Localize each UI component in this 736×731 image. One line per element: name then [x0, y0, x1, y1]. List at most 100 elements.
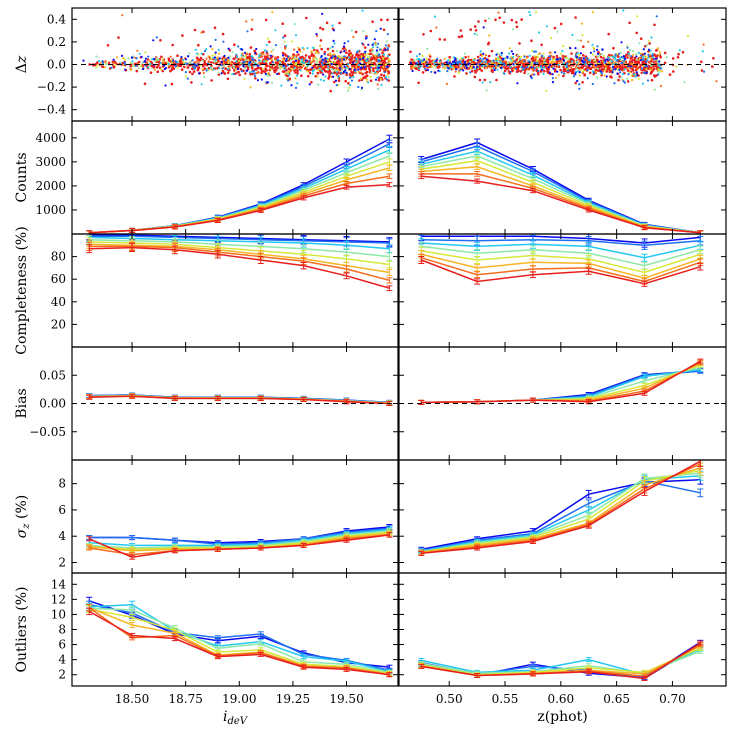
scatter-point [548, 55, 551, 58]
scatter-point [380, 73, 383, 77]
y-tick-label: −0.05 [29, 425, 66, 439]
scatter-point [622, 55, 625, 58]
scatter-point [130, 68, 133, 71]
scatter-point [423, 58, 426, 61]
scatter-point [623, 68, 626, 71]
y-tick-label: 0.05 [39, 368, 66, 382]
scatter-point [430, 70, 433, 73]
scatter-point [244, 59, 247, 62]
scatter-point [160, 68, 163, 71]
scatter-point [311, 46, 314, 49]
scatter-point [582, 45, 585, 48]
scatter-point [381, 51, 384, 55]
scatter-point [636, 66, 639, 69]
scatter-point [492, 59, 495, 62]
scatter-point [251, 55, 254, 58]
scatter-point [529, 75, 532, 78]
scatter-point [611, 55, 615, 59]
scatter-point [630, 65, 633, 68]
scatter-point [112, 65, 116, 69]
scatter-point [626, 56, 629, 59]
scatter-point [474, 29, 478, 32]
scatter-point [374, 78, 378, 81]
scatter-point [245, 69, 248, 72]
scatter-point [653, 58, 656, 61]
scatter-point [668, 73, 672, 76]
scatter-point [489, 67, 492, 70]
scatter-point [295, 61, 298, 64]
scatter-point [537, 66, 540, 70]
scatter-point [491, 70, 494, 74]
scatter-point [411, 69, 414, 73]
scatter-point [686, 35, 690, 38]
scatter-point [324, 69, 327, 73]
scatter-point [468, 62, 471, 65]
scatter-point [249, 46, 253, 49]
scatter-point [528, 61, 531, 64]
scatter-point [600, 67, 604, 71]
scatter-point [144, 57, 147, 60]
scatter-point [567, 64, 571, 68]
scatter-point [176, 54, 179, 57]
scatter-point [277, 72, 281, 75]
scatter-point [657, 63, 660, 67]
scatter-point [655, 64, 658, 68]
scatter-point [484, 19, 487, 23]
scatter-point [646, 65, 649, 68]
scatter-point [272, 48, 275, 51]
scatter-point [421, 71, 425, 74]
scatter-point [576, 56, 579, 59]
scatter-point [635, 58, 638, 61]
scatter-point [123, 58, 126, 61]
scatter-point [542, 72, 545, 75]
scatter-point [511, 52, 515, 56]
scatter-point [213, 26, 217, 30]
scatter-point [181, 60, 184, 63]
scatter-point [382, 28, 386, 32]
scatter-point [327, 77, 330, 80]
scatter-point [582, 54, 585, 57]
scatter-point [358, 79, 361, 82]
scatter-point [578, 60, 581, 63]
scatter-point [470, 69, 474, 73]
scatter-point [270, 50, 273, 53]
scatter-point [443, 38, 447, 41]
scatter-point [663, 51, 667, 55]
scatter-point [626, 46, 629, 49]
scatter-point [650, 70, 654, 74]
scatter-point [296, 50, 299, 54]
scatter-point [182, 58, 185, 61]
scatter-point [639, 37, 643, 40]
scatter-point [483, 56, 487, 60]
scatter-point [127, 57, 130, 60]
scatter-point [284, 72, 287, 75]
scatter-point [620, 76, 623, 79]
scatter-point [481, 60, 484, 63]
scatter-point [251, 18, 254, 21]
scatter-point [293, 58, 296, 61]
scatter-point [371, 20, 374, 24]
scatter-point [341, 55, 344, 58]
scatter-point [376, 76, 379, 79]
scatter-point [273, 69, 276, 72]
scatter-point [312, 54, 316, 58]
panel-bias: −0.05 0.00 0.05 [29, 346, 727, 461]
scatter-point [241, 48, 244, 51]
scatter-point [266, 74, 269, 77]
scatter-point [226, 71, 230, 75]
scatter-point [363, 46, 367, 49]
scatter-point [480, 64, 484, 67]
y-tick-label: 40 [51, 295, 66, 309]
scatter-point [343, 42, 346, 45]
scatter-point [312, 57, 315, 60]
scatter-point [458, 61, 461, 64]
scatter-point [181, 34, 184, 37]
scatter-point [648, 40, 651, 43]
scatter-point [155, 57, 158, 60]
scatter-point [493, 64, 496, 67]
scatter-point [230, 73, 233, 76]
scatter-point [352, 35, 355, 39]
scatter-point [566, 66, 569, 69]
scatter-point [465, 66, 468, 69]
scatter-point [627, 73, 630, 76]
